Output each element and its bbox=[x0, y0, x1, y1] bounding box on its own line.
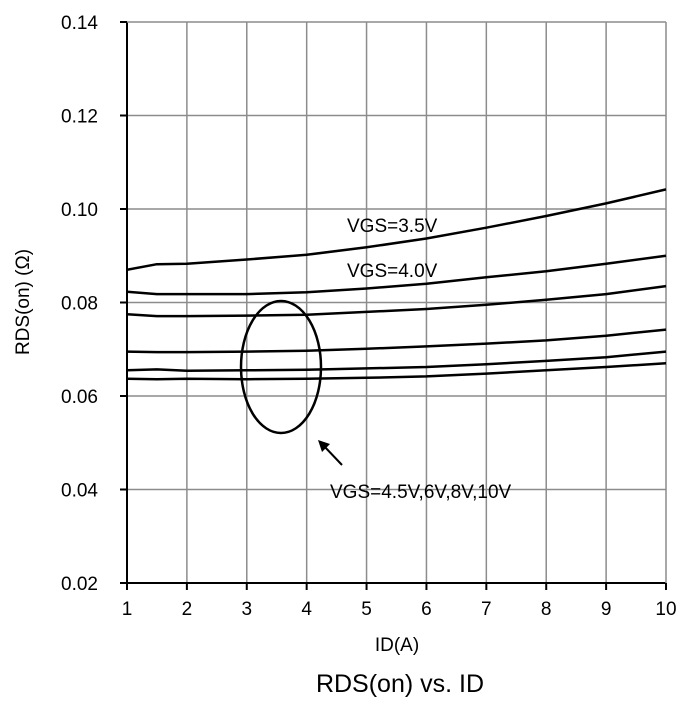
y-tick-label-0.04: 0.04 bbox=[61, 481, 98, 502]
series-line-3 bbox=[126, 328, 667, 354]
x-tick-label-2: 2 bbox=[182, 599, 193, 620]
x-tick-label-6: 6 bbox=[421, 599, 432, 620]
y-tick-label-0.02: 0.02 bbox=[61, 574, 98, 595]
series-line-1 bbox=[126, 254, 667, 296]
series-line-5 bbox=[126, 362, 667, 381]
y-tick-label-0.06: 0.06 bbox=[61, 387, 98, 408]
x-tick-label-10: 10 bbox=[655, 599, 676, 620]
x-tick-label-9: 9 bbox=[601, 599, 612, 620]
y-axis-title: RDS(on) (Ω) bbox=[13, 249, 34, 355]
annotation-arrow bbox=[318, 440, 343, 466]
series-line-2 bbox=[126, 284, 667, 318]
x-axis-title: ID(A) bbox=[375, 635, 419, 656]
x-tick-label-8: 8 bbox=[541, 599, 552, 620]
tick-labels: 1 2 3 4 5 6 7 8 9 10 0.02 0.04 0.06 0.08 0.10 0.12 0.14 bbox=[61, 13, 677, 620]
annotation-vgs-group: VGS=4.5V,6V,8V,10V bbox=[330, 482, 512, 503]
y-tick-label-0.10: 0.10 bbox=[61, 200, 98, 221]
annotation-vgs-4-0v: VGS=4.0V bbox=[347, 261, 438, 282]
series-line-0 bbox=[126, 188, 667, 272]
series-lines bbox=[126, 188, 667, 381]
annotation-vgs-3-5v: VGS=3.5V bbox=[347, 216, 438, 237]
plot-frame bbox=[120, 21, 667, 590]
y-tick-label-0.08: 0.08 bbox=[61, 294, 98, 315]
x-tick-label-3: 3 bbox=[241, 599, 252, 620]
x-tick-label-5: 5 bbox=[361, 599, 372, 620]
chart-caption: RDS(on) vs. ID bbox=[316, 670, 484, 698]
x-tick-label-4: 4 bbox=[301, 599, 312, 620]
y-tick-label-0.14: 0.14 bbox=[61, 13, 98, 34]
x-tick-label-1: 1 bbox=[122, 599, 133, 620]
y-tick-label-0.12: 0.12 bbox=[61, 107, 98, 128]
vgs-group-ellipse bbox=[239, 299, 323, 435]
series-line-4 bbox=[126, 350, 667, 373]
grid-lines bbox=[127, 22, 666, 583]
x-tick-label-7: 7 bbox=[481, 599, 492, 620]
